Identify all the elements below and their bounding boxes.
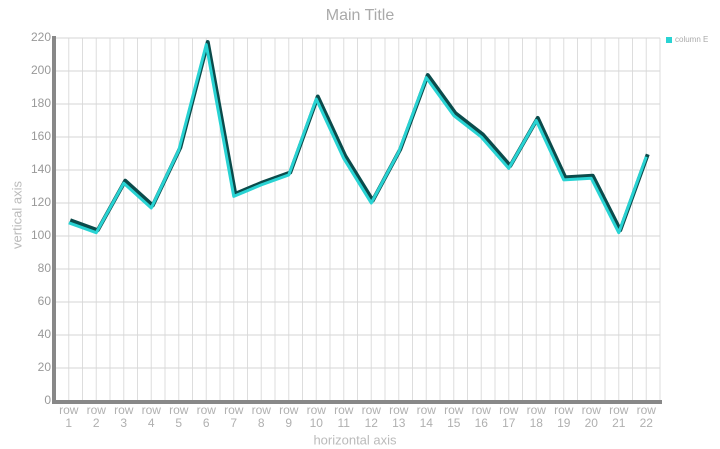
y-tick-label: 220 [31,30,51,44]
x-tick-label: row 14 [416,403,436,430]
x-tick-label: row 21 [609,403,629,430]
x-tick-label: row 3 [114,403,134,430]
x-tick-label: row 13 [389,403,409,430]
x-tick-label: row 4 [141,403,161,430]
legend-label: column E [675,35,708,44]
y-tick-label: 0 [44,393,51,407]
y-tick-label: 80 [38,261,52,275]
x-tick-label: row 1 [59,403,79,430]
x-tick-label: row 11 [334,403,354,430]
x-tick-label: row 15 [444,403,464,430]
y-tick-label: 160 [31,129,51,143]
x-tick-label: row 9 [279,403,299,430]
y-tick-label: 120 [31,195,51,209]
x-tick-label: row 19 [554,403,574,430]
y-tick-label: 40 [38,327,52,341]
y-axis-label: vertical axis [9,181,24,249]
x-tick-label: row 5 [169,403,189,430]
x-tick-label: row 6 [196,403,216,430]
x-tick-label: row 16 [471,403,491,430]
y-tick-label: 60 [38,294,52,308]
y-tick-label: 20 [38,360,52,374]
x-tick-label: row 12 [361,403,381,430]
line-shadow [69,40,650,233]
line [68,43,648,235]
x-tick-label: row 8 [251,403,271,430]
x-tick-label: row 17 [499,403,519,430]
x-axis-label: horizontal axis [313,432,397,447]
legend-swatch [666,37,672,43]
x-tick-label: row 10 [306,403,326,430]
x-tick-label: row 22 [636,403,656,430]
y-tick-label: 140 [31,162,51,176]
x-tick-label: row 2 [86,403,106,430]
y-tick-label: 100 [31,228,51,242]
x-tick-label: row 18 [526,403,546,430]
y-tick-label: 200 [31,63,51,77]
chart-title: Main Title [326,7,395,24]
x-tick-label: row 20 [581,403,601,430]
x-tick-label: row 7 [224,403,244,430]
y-tick-label: 180 [31,96,51,110]
